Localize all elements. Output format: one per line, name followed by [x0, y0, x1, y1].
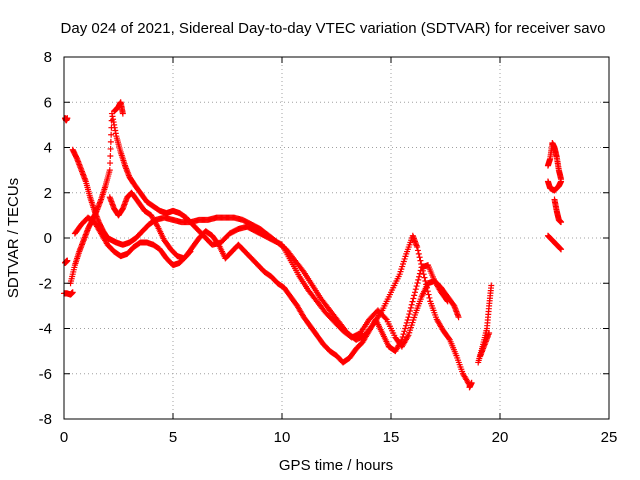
data-point: [416, 270, 423, 277]
data-point: [64, 115, 71, 122]
data-point: [415, 250, 422, 257]
x-tick-label: 25: [601, 429, 618, 446]
series-track-c: [71, 214, 451, 366]
data-point: [414, 247, 421, 254]
y-tick-label: 4: [44, 140, 52, 157]
y-tick-label: 0: [44, 230, 52, 247]
x-axis-label: GPS time / hours: [279, 457, 393, 474]
data-point: [108, 131, 115, 138]
y-tick-label: 6: [44, 94, 52, 111]
data-point: [414, 279, 421, 286]
data-point: [401, 328, 408, 335]
data-point: [402, 322, 409, 329]
data-point: [416, 254, 423, 261]
data-point: [403, 319, 410, 326]
y-axis-ticks: -8 -6 -4 -2 0 2 4 6 8: [39, 49, 609, 428]
data-point: [186, 249, 193, 256]
data-point: [415, 276, 422, 283]
data-point: [107, 145, 114, 152]
data-point: [426, 294, 433, 301]
series-late-a: [544, 139, 565, 183]
x-tick-label: 20: [492, 429, 509, 446]
y-tick-label: -4: [39, 321, 52, 338]
data-point: [558, 219, 565, 226]
data-point: [455, 314, 462, 321]
grid-lines: [64, 57, 609, 419]
data-point: [406, 311, 413, 318]
y-axis-label: SDTVAR / TECUs: [5, 178, 22, 298]
series-end-a: [466, 379, 475, 391]
series-start-low: [62, 257, 71, 266]
data-point: [404, 317, 411, 324]
data-point: [64, 257, 71, 264]
series-end-b: [475, 282, 495, 366]
data-point: [407, 304, 414, 311]
series-end-c: [477, 330, 493, 359]
chart-title: Day 024 of 2021, Sidereal Day-to-day VTE…: [61, 20, 606, 37]
data-point: [411, 289, 418, 296]
data-point: [421, 274, 428, 281]
data-point: [486, 330, 493, 337]
series-late-c: [551, 196, 565, 226]
series-start-high: [62, 115, 71, 124]
data-point: [408, 301, 415, 308]
data-point: [488, 282, 495, 289]
data-point: [119, 110, 126, 117]
data-point: [558, 178, 565, 185]
data-point: [409, 298, 416, 305]
data-point: [107, 152, 114, 159]
data-markers: [61, 99, 565, 391]
data-point: [558, 246, 565, 253]
data-point: [107, 160, 114, 167]
data-point: [407, 307, 414, 314]
y-tick-label: -6: [39, 366, 52, 383]
data-point: [107, 138, 114, 145]
data-point: [414, 244, 421, 251]
data-point: [382, 315, 389, 322]
data-point: [187, 248, 194, 255]
data-point: [413, 283, 420, 290]
x-tick-label: 0: [60, 429, 68, 446]
data-point: [398, 336, 405, 343]
data-point: [416, 273, 423, 280]
data-point: [69, 289, 76, 296]
y-tick-label: -2: [39, 275, 52, 292]
y-tick-label: -8: [39, 411, 52, 428]
series-track-d: [106, 189, 194, 262]
data-point: [444, 298, 451, 305]
y-tick-label: 8: [44, 49, 52, 66]
data-point: [443, 297, 450, 304]
series-start-bottom: [61, 289, 76, 298]
data-point: [402, 325, 409, 332]
y-tick-label: 2: [44, 185, 52, 202]
series-late-b: [544, 178, 565, 194]
data-point: [405, 314, 412, 321]
x-axis-ticks: 0 5 10 15 20 25: [60, 57, 618, 446]
x-tick-label: 10: [274, 429, 291, 446]
data-point: [411, 292, 418, 299]
data-point: [106, 167, 113, 174]
data-point: [446, 335, 453, 342]
data-point: [412, 286, 419, 293]
series-track-a: [69, 146, 473, 389]
data-point: [425, 291, 432, 298]
x-tick-label: 5: [169, 429, 177, 446]
data-point: [400, 331, 407, 338]
data-point: [410, 295, 417, 302]
data-point: [417, 267, 424, 274]
x-tick-label: 15: [383, 429, 400, 446]
data-point: [399, 333, 406, 340]
series-track-e: [111, 99, 126, 117]
data-point: [468, 379, 475, 386]
series-late-d: [544, 232, 565, 253]
data-point: [417, 257, 424, 264]
